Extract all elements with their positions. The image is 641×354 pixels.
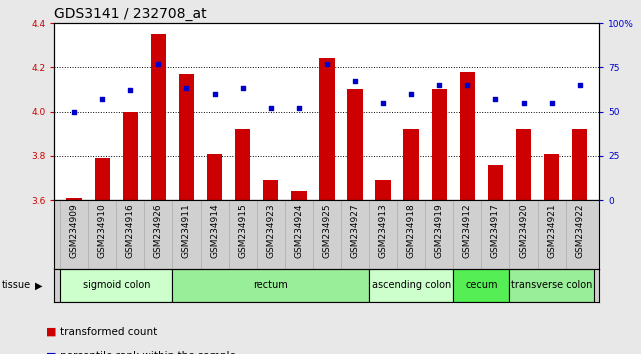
Bar: [94, 158, 110, 200]
Text: percentile rank within the sample: percentile rank within the sample: [60, 352, 235, 354]
Bar: [431, 90, 447, 200]
Text: GSM234924: GSM234924: [294, 204, 303, 258]
Text: GSM234926: GSM234926: [154, 204, 163, 258]
Text: GSM234911: GSM234911: [182, 204, 191, 258]
Text: cecum: cecum: [465, 280, 497, 290]
Bar: [291, 191, 306, 200]
Bar: [172, 269, 369, 302]
Text: GSM234923: GSM234923: [266, 204, 275, 258]
Point: [490, 96, 501, 102]
Point: [322, 61, 332, 67]
Bar: [319, 58, 335, 200]
Point: [238, 86, 248, 91]
Text: GSM234917: GSM234917: [491, 204, 500, 258]
Bar: [207, 154, 222, 200]
Point: [434, 82, 444, 88]
Bar: [122, 112, 138, 200]
Bar: [460, 72, 475, 200]
Point: [406, 91, 416, 97]
Text: transverse colon: transverse colon: [511, 280, 592, 290]
Text: GSM234914: GSM234914: [210, 204, 219, 258]
Text: GSM234922: GSM234922: [575, 204, 584, 258]
Bar: [516, 129, 531, 200]
Text: GSM234912: GSM234912: [463, 204, 472, 258]
Point: [378, 100, 388, 105]
Bar: [453, 269, 510, 302]
Point: [181, 86, 192, 91]
Point: [519, 100, 529, 105]
Text: GSM234918: GSM234918: [406, 204, 415, 258]
Text: GSM234909: GSM234909: [70, 204, 79, 258]
Text: GSM234921: GSM234921: [547, 204, 556, 258]
Text: GSM234925: GSM234925: [322, 204, 331, 258]
Bar: [544, 154, 560, 200]
Text: ■: ■: [46, 352, 56, 354]
Bar: [347, 90, 363, 200]
Point: [210, 91, 220, 97]
Bar: [376, 180, 391, 200]
Text: ▶: ▶: [35, 280, 43, 290]
Text: GSM234910: GSM234910: [97, 204, 107, 258]
Bar: [572, 129, 587, 200]
Bar: [235, 129, 251, 200]
Point: [294, 105, 304, 111]
Bar: [263, 180, 278, 200]
Point: [69, 109, 79, 114]
Bar: [60, 269, 172, 302]
Point: [350, 79, 360, 84]
Point: [574, 82, 585, 88]
Text: GSM234913: GSM234913: [379, 204, 388, 258]
Bar: [510, 269, 594, 302]
Point: [547, 100, 557, 105]
Bar: [369, 269, 453, 302]
Text: GSM234916: GSM234916: [126, 204, 135, 258]
Text: GSM234927: GSM234927: [351, 204, 360, 258]
Point: [153, 61, 163, 67]
Bar: [67, 198, 82, 200]
Text: rectum: rectum: [253, 280, 288, 290]
Point: [265, 105, 276, 111]
Point: [462, 82, 472, 88]
Bar: [151, 34, 166, 200]
Bar: [488, 165, 503, 200]
Text: GSM234920: GSM234920: [519, 204, 528, 258]
Text: transformed count: transformed count: [60, 327, 157, 337]
Bar: [403, 129, 419, 200]
Text: tissue: tissue: [1, 280, 30, 290]
Bar: [179, 74, 194, 200]
Text: GDS3141 / 232708_at: GDS3141 / 232708_at: [54, 7, 207, 21]
Text: ■: ■: [46, 327, 56, 337]
Text: ascending colon: ascending colon: [372, 280, 451, 290]
Point: [97, 96, 107, 102]
Point: [125, 87, 135, 93]
Text: GSM234919: GSM234919: [435, 204, 444, 258]
Text: sigmoid colon: sigmoid colon: [83, 280, 150, 290]
Text: GSM234915: GSM234915: [238, 204, 247, 258]
